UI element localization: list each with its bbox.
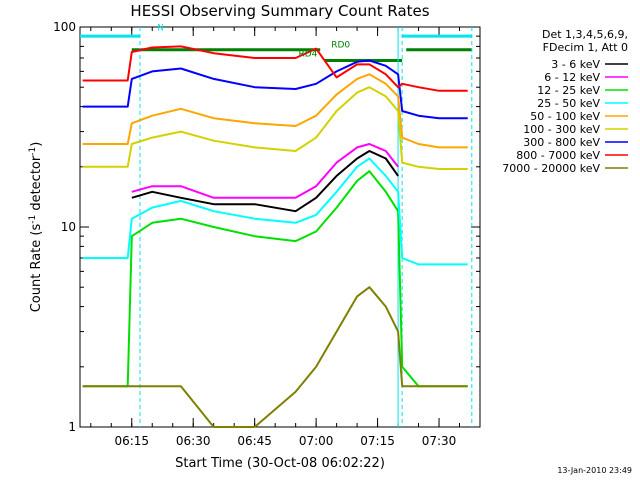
chart-title: HESSI Observing Summary Count Rates (130, 2, 429, 20)
annotations: N RD0 RD4 (157, 24, 350, 60)
annotation-rd4: RD4 (298, 50, 317, 60)
legend-label: 25 - 50 keV (537, 97, 600, 110)
series-line-2 (82, 170, 468, 388)
series-lines (82, 45, 468, 428)
x-tick-label: 07:15 (360, 434, 395, 448)
legend: Det 1,3,4,5,6,9, FDecim 1, Att 0 3 - 6 k… (502, 28, 628, 175)
x-tick-label: 06:45 (237, 434, 272, 448)
x-tick-label: 07:00 (299, 434, 334, 448)
legend-header-2: FDecim 1, Att 0 (543, 41, 628, 54)
legend-label: 800 - 7000 keV (516, 149, 600, 162)
y-axis-label-end: ) (29, 142, 44, 147)
y-axis-label-sup1: -1 (28, 215, 38, 224)
y-axis-label-mid: detector (29, 155, 44, 215)
x-tick-label: 06:30 (176, 434, 211, 448)
legend-label: 12 - 25 keV (537, 84, 600, 97)
y-tick-label: 10 (61, 220, 76, 234)
y-tick-label: 100 (53, 20, 76, 34)
y-axis-label-main: Count Rate (s (29, 224, 44, 313)
x-axis-label: Start Time (30-Oct-08 06:02:22) (175, 456, 385, 471)
series-line-5 (82, 86, 468, 170)
legend-label: 50 - 100 keV (530, 110, 600, 123)
series-line-6 (82, 59, 468, 120)
x-tick-labels: 06:15 06:30 06:45 07:00 07:15 07:30 (114, 434, 456, 448)
y-tick-labels: 1 10 100 (53, 20, 76, 434)
axis-ticks (80, 26, 481, 428)
series-line-1 (131, 143, 399, 199)
x-tick-label: 06:15 (114, 434, 149, 448)
legend-label: 7000 - 20000 keV (502, 162, 600, 175)
series-line-0 (131, 150, 399, 213)
series-line-8 (82, 286, 468, 428)
legend-header-1: Det 1,3,4,5,6,9, (542, 28, 628, 41)
legend-label: 300 - 800 keV (523, 136, 600, 149)
legend-label: 100 - 300 keV (523, 123, 600, 136)
y-axis-label: Count Rate (s-1 detector-1) (28, 142, 44, 313)
annotation-rd0: RD0 (331, 40, 350, 50)
series-line-7 (82, 45, 468, 92)
footer-timestamp: 13-Jan-2010 23:49 (557, 466, 632, 475)
legend-label: 6 - 12 keV (544, 71, 600, 84)
y-tick-label: 1 (68, 420, 76, 434)
y-axis-label-sup2: -1 (28, 147, 38, 156)
flag-bars (80, 34, 472, 62)
annotation-n: N (157, 24, 164, 34)
x-tick-label: 07:30 (422, 434, 457, 448)
series-line-4 (82, 73, 468, 149)
series-line-3 (82, 157, 468, 266)
legend-label: 3 - 6 keV (551, 58, 600, 71)
